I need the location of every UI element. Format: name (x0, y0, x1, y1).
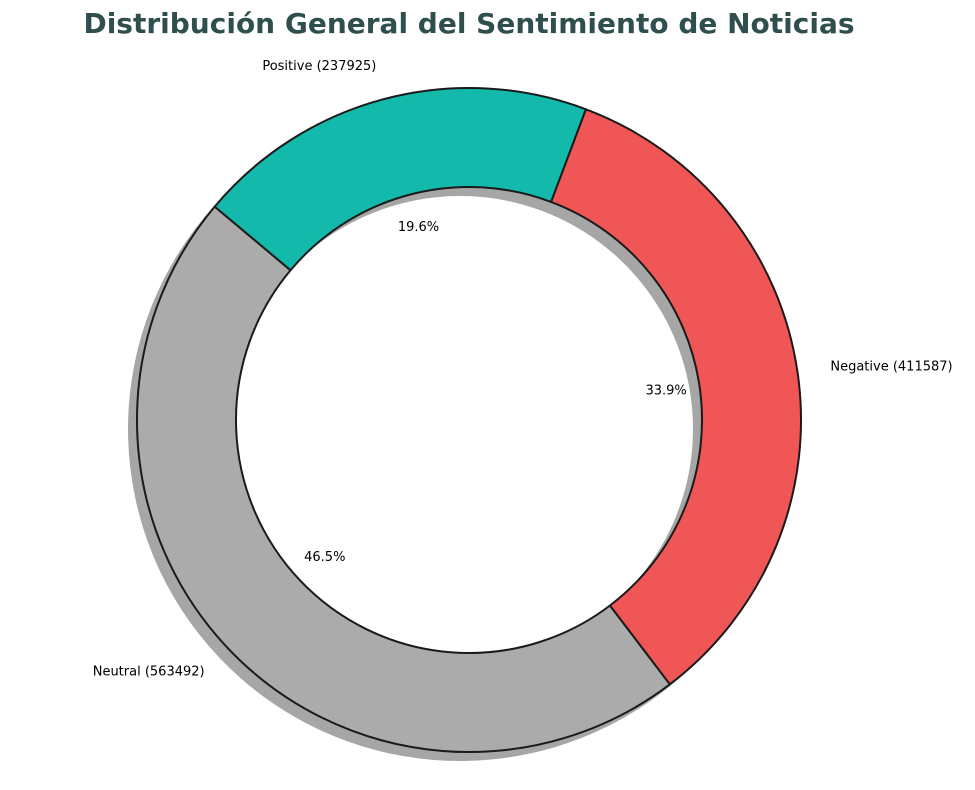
slice-label-neutral: Neutral (563492) (93, 664, 205, 679)
chart-title: Distribución General del Sentimiento de … (83, 7, 854, 40)
donut-slices (136, 87, 802, 753)
slice-label-positive: Positive (237925) (262, 59, 376, 74)
donut-labels: Neutral (563492) 46.5% Negative (411587) 33… (93, 59, 953, 679)
slice-percent-positive: 19.6% (398, 220, 439, 235)
slice-percent-negative: 33.9% (645, 384, 686, 399)
slice-percent-neutral: 46.5% (304, 550, 345, 565)
slice-negative (550, 108, 802, 686)
slice-neutral (136, 205, 671, 753)
slice-positive (213, 87, 587, 272)
slice-label-negative: Negative (411587) (830, 360, 952, 375)
